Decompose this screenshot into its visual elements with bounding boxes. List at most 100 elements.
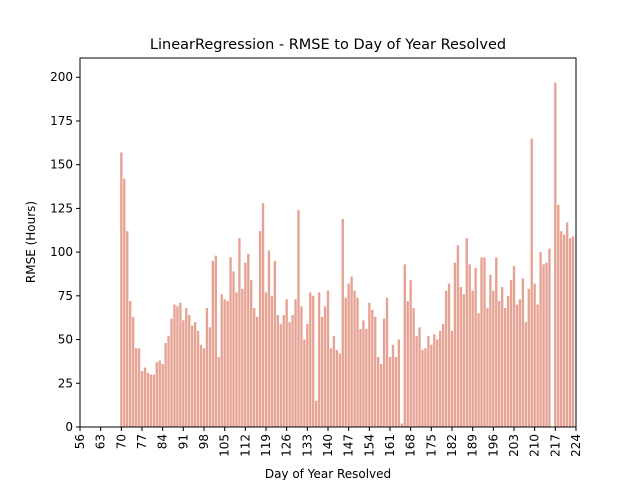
bar bbox=[261, 203, 265, 427]
bar bbox=[374, 316, 377, 427]
bar bbox=[134, 348, 138, 427]
y-tick-label: 75 bbox=[58, 289, 73, 303]
bar bbox=[140, 371, 144, 427]
bar bbox=[359, 329, 362, 427]
bar bbox=[503, 308, 507, 427]
bar bbox=[391, 344, 395, 427]
bar bbox=[441, 323, 445, 427]
bar bbox=[557, 204, 560, 427]
bar bbox=[483, 257, 486, 427]
bar bbox=[456, 245, 460, 427]
bar bbox=[527, 288, 530, 427]
bar bbox=[255, 316, 259, 427]
bar bbox=[365, 329, 368, 427]
bar bbox=[129, 301, 132, 427]
bar bbox=[294, 299, 297, 427]
bar bbox=[270, 295, 274, 427]
bar bbox=[167, 336, 170, 427]
bar bbox=[223, 299, 226, 427]
bar bbox=[315, 400, 318, 427]
x-axis-label: Day of Year Resolved bbox=[265, 467, 391, 480]
bar bbox=[149, 374, 153, 427]
x-tick-label: 175 bbox=[424, 434, 438, 457]
bar bbox=[193, 322, 197, 427]
bar bbox=[433, 334, 436, 427]
bar bbox=[421, 350, 424, 427]
bar bbox=[131, 316, 135, 427]
bar bbox=[120, 152, 123, 427]
bar bbox=[492, 290, 495, 427]
bar bbox=[276, 315, 279, 427]
x-tick-label: 168 bbox=[404, 434, 418, 457]
bar bbox=[176, 306, 179, 427]
bar bbox=[338, 353, 341, 427]
bar bbox=[536, 304, 539, 427]
bar bbox=[571, 236, 575, 427]
bar bbox=[394, 357, 398, 427]
bar bbox=[501, 287, 504, 427]
bar bbox=[279, 323, 282, 427]
bar bbox=[282, 315, 285, 427]
bar bbox=[565, 222, 569, 427]
bar bbox=[353, 290, 356, 427]
x-tick-label: 154 bbox=[362, 434, 376, 457]
bar bbox=[250, 280, 253, 427]
bar bbox=[155, 362, 158, 427]
bar bbox=[300, 306, 303, 427]
bar bbox=[317, 292, 321, 427]
bar bbox=[568, 238, 572, 427]
bar bbox=[202, 348, 206, 427]
bar bbox=[382, 318, 386, 427]
x-tick-label: 126 bbox=[280, 434, 294, 457]
bar bbox=[495, 257, 498, 427]
bar bbox=[415, 336, 418, 427]
bar bbox=[158, 360, 161, 427]
bar bbox=[350, 276, 353, 427]
x-tick-label: 196 bbox=[486, 434, 500, 457]
y-tick-label: 25 bbox=[58, 376, 73, 390]
bar bbox=[185, 308, 188, 427]
bar bbox=[560, 231, 563, 427]
bar bbox=[430, 344, 433, 427]
bar bbox=[427, 336, 430, 427]
bar bbox=[406, 301, 409, 427]
plot-frame bbox=[79, 57, 577, 428]
bar bbox=[208, 327, 212, 427]
bar bbox=[518, 299, 522, 427]
bar bbox=[521, 278, 525, 427]
bar bbox=[306, 323, 309, 427]
bar bbox=[297, 210, 300, 427]
x-tick-label: 147 bbox=[342, 434, 356, 457]
bar bbox=[400, 423, 403, 427]
bar bbox=[309, 292, 312, 427]
bar bbox=[512, 266, 516, 427]
x-tick-label: 224 bbox=[569, 434, 583, 457]
x-tick-label: 70 bbox=[114, 434, 128, 449]
bar bbox=[323, 306, 327, 427]
bar bbox=[509, 280, 513, 427]
bar bbox=[214, 255, 217, 427]
bar bbox=[211, 260, 215, 427]
bar bbox=[220, 294, 223, 427]
bar bbox=[232, 271, 235, 427]
bar bbox=[388, 357, 392, 427]
bar bbox=[344, 297, 347, 427]
bar bbox=[539, 252, 542, 427]
bar bbox=[563, 234, 566, 427]
bar bbox=[462, 294, 465, 427]
bar bbox=[489, 274, 492, 427]
bar bbox=[554, 82, 557, 428]
bar bbox=[418, 327, 421, 427]
bar bbox=[332, 336, 336, 427]
bar bbox=[191, 325, 194, 427]
bar bbox=[412, 308, 415, 427]
bar bbox=[397, 339, 401, 427]
bar bbox=[217, 357, 220, 427]
bar bbox=[267, 250, 271, 427]
bar bbox=[152, 374, 155, 427]
x-tick-label: 98 bbox=[197, 434, 211, 449]
bar bbox=[179, 302, 182, 427]
y-tick-label: 0 bbox=[65, 420, 73, 434]
bar bbox=[188, 315, 191, 427]
